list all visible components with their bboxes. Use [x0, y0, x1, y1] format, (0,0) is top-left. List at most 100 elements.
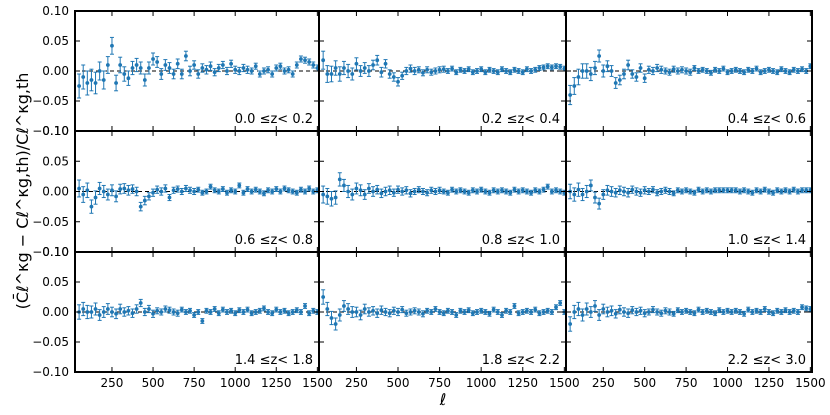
- point-marker: [659, 189, 664, 194]
- data-point: [171, 68, 176, 80]
- point-marker: [775, 70, 780, 75]
- point-marker: [408, 191, 413, 196]
- point-marker: [429, 70, 434, 75]
- data-point: [337, 308, 342, 322]
- point-marker: [97, 313, 102, 317]
- data-point: [266, 66, 271, 74]
- point-marker: [580, 69, 585, 73]
- data-point: [224, 66, 229, 76]
- point-marker: [733, 67, 738, 72]
- point-marker: [282, 308, 287, 313]
- redshift-bin-label: 0.0 ≤z< 0.2: [235, 112, 313, 127]
- x-tick-label: 500: [142, 376, 165, 390]
- data-point: [634, 72, 639, 82]
- point-marker: [696, 187, 701, 192]
- point-marker: [257, 72, 262, 76]
- data-point: [470, 310, 475, 317]
- point-marker: [200, 319, 205, 323]
- data-point: [475, 68, 480, 74]
- panel-9: 2.2 ≤z< 3.0: [565, 251, 813, 373]
- point-marker: [138, 204, 143, 209]
- point-marker: [729, 69, 734, 73]
- data-point: [303, 56, 308, 64]
- point-marker: [541, 187, 546, 192]
- data-point: [721, 65, 726, 72]
- point-marker: [130, 66, 135, 70]
- data-point: [572, 187, 577, 202]
- data-point: [700, 309, 705, 315]
- point-marker: [692, 66, 697, 70]
- point-marker: [642, 76, 647, 81]
- data-point: [642, 186, 647, 195]
- data-point: [679, 188, 684, 195]
- y-tick-label: −0.10: [32, 245, 69, 259]
- point-marker: [303, 58, 307, 63]
- point-marker: [200, 66, 205, 70]
- point-marker: [241, 190, 246, 195]
- point-marker: [204, 308, 209, 313]
- point-marker: [416, 187, 421, 192]
- point-marker: [274, 66, 279, 70]
- data-point: [746, 188, 751, 195]
- point-marker: [704, 188, 709, 193]
- data-point: [667, 68, 672, 76]
- data-point: [529, 68, 534, 74]
- point-marker: [458, 188, 463, 193]
- data-point: [466, 66, 471, 73]
- data-point: [396, 77, 401, 87]
- point-marker: [89, 310, 94, 314]
- data-point: [93, 71, 98, 95]
- data-point: [159, 187, 164, 196]
- data-point: [224, 309, 229, 315]
- point-marker: [568, 322, 573, 326]
- point-marker: [545, 308, 550, 313]
- data-point: [512, 66, 517, 73]
- data-point: [675, 187, 680, 194]
- point-marker: [617, 78, 622, 82]
- data-point: [721, 309, 726, 315]
- data-point: [783, 68, 788, 74]
- point-marker: [466, 190, 471, 195]
- data-point: [688, 309, 693, 315]
- data-point: [270, 188, 275, 195]
- data-point: [597, 49, 602, 63]
- point-marker: [479, 187, 484, 192]
- data-point: [454, 188, 459, 195]
- point-marker: [655, 66, 660, 70]
- point-marker: [167, 195, 172, 200]
- point-marker: [746, 307, 751, 312]
- point-marker: [630, 72, 635, 76]
- point-marker: [549, 189, 554, 194]
- point-marker: [475, 310, 479, 314]
- point-marker: [105, 192, 110, 197]
- point-marker: [216, 189, 221, 194]
- point-marker: [605, 310, 610, 314]
- point-marker: [721, 66, 726, 71]
- data-point: [155, 56, 160, 68]
- point-marker: [421, 311, 425, 316]
- point-marker: [762, 307, 767, 311]
- point-marker: [299, 310, 303, 314]
- data-point: [437, 66, 442, 74]
- point-marker: [333, 195, 338, 200]
- x-tick-label: 500: [633, 376, 656, 390]
- point-marker: [454, 70, 459, 75]
- point-marker: [495, 189, 500, 194]
- data-point: [508, 309, 513, 315]
- data-point: [294, 61, 299, 69]
- redshift-bin-label: 0.4 ≤z< 0.6: [728, 112, 806, 127]
- point-marker: [791, 187, 796, 192]
- data-point: [580, 187, 585, 202]
- point-marker: [134, 307, 139, 311]
- data-point: [742, 187, 747, 194]
- point-marker: [408, 66, 413, 71]
- point-marker: [704, 308, 709, 313]
- panel-frame: [565, 251, 813, 373]
- point-marker: [188, 188, 192, 193]
- point-marker: [762, 69, 767, 73]
- point-marker: [738, 69, 742, 73]
- point-marker: [85, 188, 90, 193]
- data-point: [795, 309, 800, 315]
- data-point: [122, 183, 127, 194]
- data-point: [257, 188, 262, 195]
